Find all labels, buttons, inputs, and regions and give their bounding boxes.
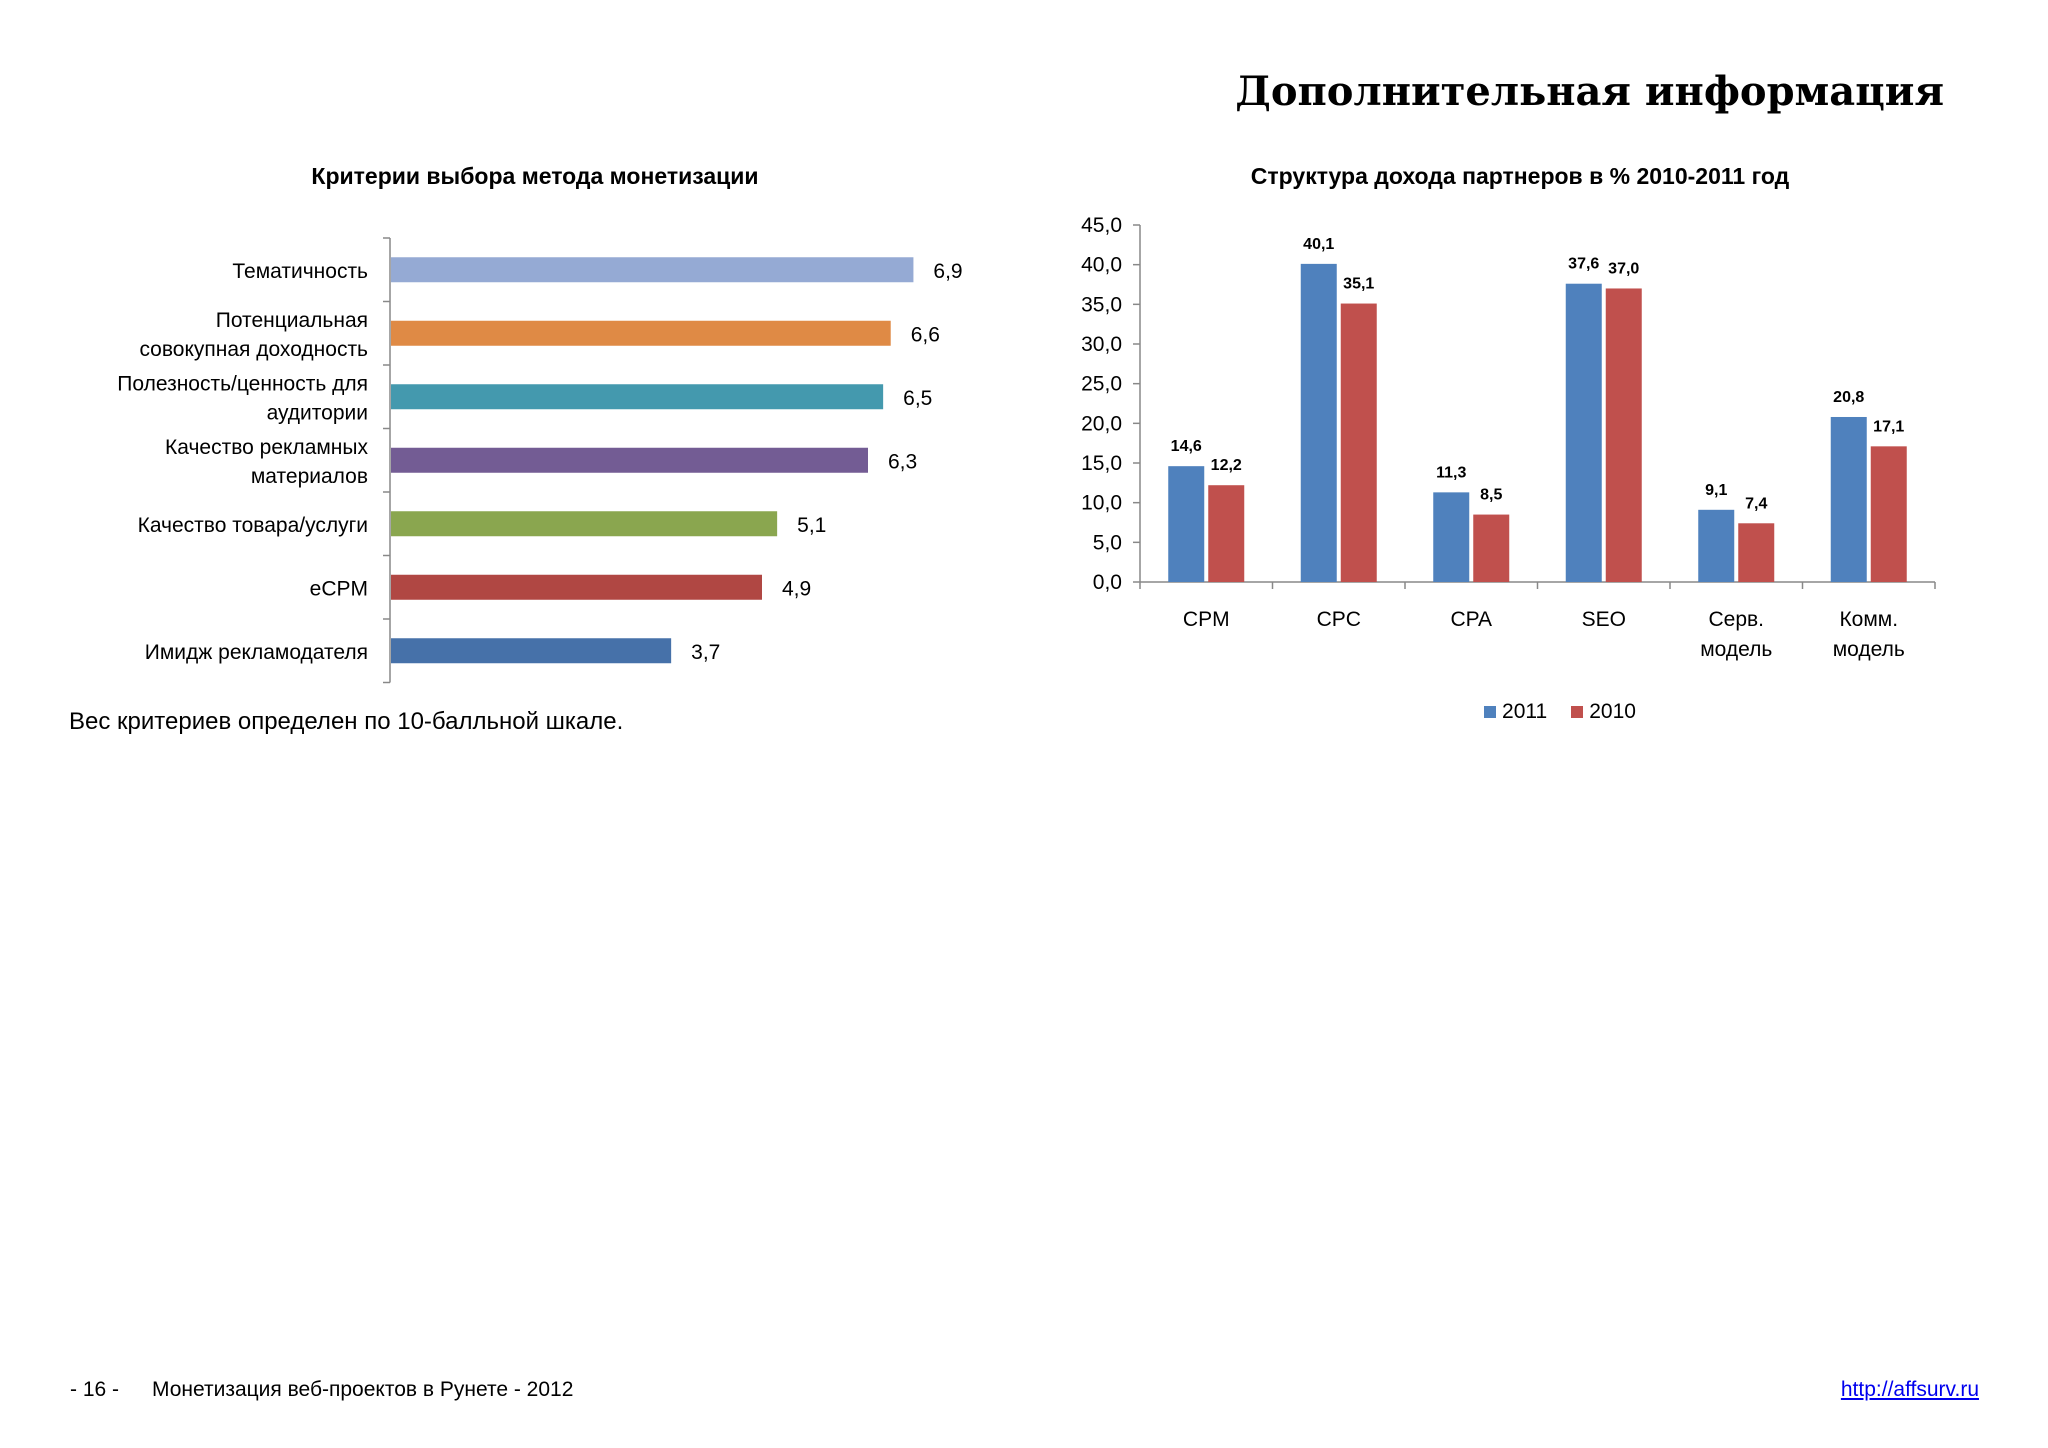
category-label: Качество товара/услуги xyxy=(138,514,368,537)
legend-swatch-2011 xyxy=(1484,706,1497,718)
data-label: 5,1 xyxy=(797,514,826,537)
data-label: 37,6 xyxy=(1568,256,1599,273)
category-label: Качество рекламных xyxy=(165,436,368,459)
category-label: Серв. xyxy=(1708,608,1764,631)
page-title: Дополнительная информация xyxy=(1235,68,1944,115)
category-label: Полезность/ценность для xyxy=(117,372,368,395)
chart-title-revenue: Структура дохода партнеров в % 2010-2011… xyxy=(1250,163,1790,189)
data-label: 35,1 xyxy=(1343,276,1374,293)
bar-2010 xyxy=(1473,514,1510,582)
category-label: модель xyxy=(1833,638,1905,661)
data-label: 7,4 xyxy=(1745,495,1767,512)
legend-swatch-2010 xyxy=(1571,706,1584,718)
category-label: аудитории xyxy=(267,401,368,424)
legend-item-2011: 2011 xyxy=(1484,700,1547,724)
data-label: 4,9 xyxy=(782,577,811,600)
bar-2010 xyxy=(1738,523,1775,582)
y-tick-label: 15,0 xyxy=(1081,452,1122,475)
data-label: 6,5 xyxy=(903,387,932,410)
bar xyxy=(391,638,672,664)
footer-link[interactable]: http://affsurv.ru xyxy=(1840,1378,1979,1401)
data-label: 6,3 xyxy=(888,450,917,473)
data-label: 37,0 xyxy=(1608,260,1639,277)
footer-title: Монетизация веб-проектов в Рунете - 2012 xyxy=(152,1378,574,1401)
footnote: Вес критериев определен по 10-балльной ш… xyxy=(69,708,624,735)
y-tick-label: 10,0 xyxy=(1081,492,1122,515)
criteria-bar-chart: 6,9 Тематичность 6,6 Потенциальная совокупна… xyxy=(117,237,963,684)
data-label: 6,9 xyxy=(933,260,962,283)
bar-2011 xyxy=(1565,283,1602,582)
legend-label-2011: 2011 xyxy=(1502,700,1548,723)
data-label: 40,1 xyxy=(1303,236,1334,253)
bar-2011 xyxy=(1300,263,1337,582)
y-tick-label: 35,0 xyxy=(1081,293,1122,316)
category-label: CPA xyxy=(1450,608,1492,631)
category-label: CPC xyxy=(1317,608,1361,631)
bar xyxy=(391,574,762,600)
data-label: 11,3 xyxy=(1436,464,1466,481)
y-tick-label: 20,0 xyxy=(1081,412,1122,435)
category-label: модель xyxy=(1700,638,1772,661)
category-label: SEO xyxy=(1582,608,1626,631)
page-number: - 16 - xyxy=(70,1378,120,1401)
category-label: eCPM xyxy=(310,577,368,600)
data-label: 6,6 xyxy=(911,323,940,346)
data-label: 12,2 xyxy=(1211,457,1242,474)
bar-2010 xyxy=(1208,485,1245,582)
bar-2011 xyxy=(1698,509,1735,582)
chart-legend: 2011 2010 xyxy=(1300,700,1820,724)
y-tick-label: 0,0 xyxy=(1093,571,1122,594)
y-tick-label: 45,0 xyxy=(1081,214,1122,237)
data-label: 17,1 xyxy=(1873,418,1904,435)
bar-2010 xyxy=(1340,303,1377,582)
data-label: 8,5 xyxy=(1480,487,1502,504)
bar-2011 xyxy=(1433,492,1470,582)
bar xyxy=(391,320,891,346)
y-tick-label: 5,0 xyxy=(1093,531,1122,554)
y-tick-label: 40,0 xyxy=(1081,254,1122,277)
legend-label-2010: 2010 xyxy=(1589,700,1636,723)
y-tick-label: 25,0 xyxy=(1081,373,1122,396)
bar-2010 xyxy=(1605,288,1642,582)
data-label: 3,7 xyxy=(691,641,720,664)
category-label: CPM xyxy=(1183,608,1230,631)
category-label: Тематичность xyxy=(232,260,368,283)
bar xyxy=(391,384,884,410)
category-label: Комм. xyxy=(1839,608,1898,631)
bar-2011 xyxy=(1830,416,1867,582)
chart-title-criteria: Критерии выбора метода монетизации xyxy=(311,163,759,189)
bar-2011 xyxy=(1168,466,1205,582)
bar xyxy=(391,257,914,283)
bar xyxy=(391,447,868,473)
data-label: 14,6 xyxy=(1171,438,1202,455)
y-tick-label: 30,0 xyxy=(1081,333,1122,356)
category-label: Имидж рекламодателя xyxy=(145,641,368,664)
legend-item-2010: 2010 xyxy=(1571,700,1636,724)
category-label: материалов xyxy=(251,465,368,488)
data-label: 9,1 xyxy=(1705,482,1727,499)
revenue-bar-chart: 0,0 5,0 10,0 15,0 20,0 25,0 30,0 35,0 40,0 45,0 14… xyxy=(1081,214,1936,661)
category-label: Потенциальная xyxy=(216,309,368,332)
data-label: 20,8 xyxy=(1833,389,1864,406)
bar-2010 xyxy=(1870,446,1907,582)
category-label: совокупная доходность xyxy=(139,338,368,361)
bar xyxy=(391,511,778,537)
